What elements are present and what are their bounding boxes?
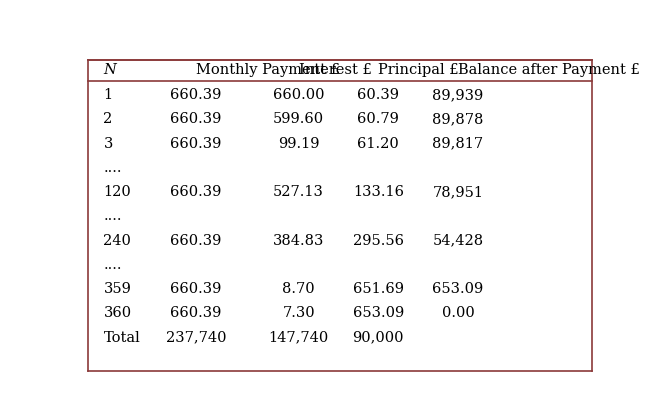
Text: 653.09: 653.09 [432, 282, 483, 296]
Text: 54,428: 54,428 [432, 234, 483, 247]
Text: 660.39: 660.39 [170, 234, 221, 247]
Text: Principal £: Principal £ [379, 63, 459, 77]
Text: 61.20: 61.20 [357, 136, 399, 150]
Text: 2: 2 [103, 112, 113, 126]
Text: 359: 359 [103, 282, 131, 296]
Text: 60.79: 60.79 [357, 112, 399, 126]
Text: 660.39: 660.39 [170, 282, 221, 296]
Text: 660.39: 660.39 [170, 306, 221, 320]
Text: 120: 120 [103, 185, 131, 199]
Text: 295.56: 295.56 [353, 234, 404, 247]
Text: ....: .... [103, 209, 122, 223]
Text: 7.30: 7.30 [282, 306, 315, 320]
Text: 240: 240 [103, 234, 131, 247]
Text: 89,878: 89,878 [432, 112, 483, 126]
Text: 660.39: 660.39 [170, 185, 221, 199]
Text: 133.16: 133.16 [353, 185, 404, 199]
Text: 660.39: 660.39 [170, 136, 221, 150]
Text: 89,817: 89,817 [432, 136, 483, 150]
Text: Balance after Payment £: Balance after Payment £ [458, 63, 640, 77]
Text: ....: .... [103, 161, 122, 175]
Text: N: N [103, 63, 116, 77]
Text: Monthly Payment £: Monthly Payment £ [196, 63, 340, 77]
Text: 3: 3 [103, 136, 113, 150]
Text: 147,740: 147,740 [269, 331, 329, 344]
Text: Total: Total [103, 331, 140, 344]
Text: Interest £: Interest £ [299, 63, 371, 77]
Text: 89,939: 89,939 [432, 88, 483, 102]
Text: 360: 360 [103, 306, 131, 320]
Text: 599.60: 599.60 [273, 112, 324, 126]
Text: 78,951: 78,951 [432, 185, 483, 199]
Text: 0.00: 0.00 [442, 306, 474, 320]
Text: 237,740: 237,740 [166, 331, 226, 344]
Text: 660.39: 660.39 [170, 112, 221, 126]
Text: 90,000: 90,000 [353, 331, 404, 344]
Text: 8.70: 8.70 [282, 282, 315, 296]
Text: 527.13: 527.13 [273, 185, 324, 199]
Text: 651.69: 651.69 [353, 282, 404, 296]
Text: 1: 1 [103, 88, 113, 102]
Text: 99.19: 99.19 [278, 136, 320, 150]
Text: 60.39: 60.39 [357, 88, 399, 102]
Text: 660.00: 660.00 [273, 88, 324, 102]
Text: ....: .... [103, 258, 122, 272]
Text: 660.39: 660.39 [170, 88, 221, 102]
Text: 384.83: 384.83 [273, 234, 324, 247]
Text: 653.09: 653.09 [353, 306, 404, 320]
